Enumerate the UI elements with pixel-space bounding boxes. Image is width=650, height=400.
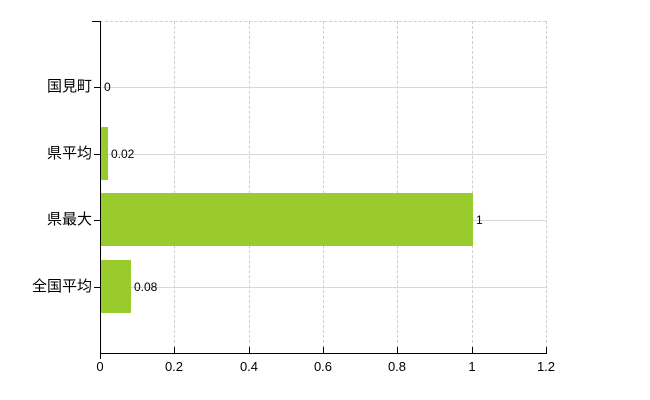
x-tick bbox=[472, 347, 473, 353]
value-label: 1 bbox=[476, 213, 483, 227]
x-tick bbox=[249, 347, 250, 353]
y-axis-end-tick bbox=[92, 21, 100, 22]
gridline-vertical bbox=[174, 21, 175, 353]
x-tick bbox=[100, 347, 101, 353]
gridline-vertical bbox=[249, 21, 250, 353]
category-tick bbox=[94, 287, 100, 288]
category-label: 県最大 bbox=[46, 211, 92, 228]
gridline-horizontal bbox=[100, 287, 546, 288]
gridline-vertical bbox=[323, 21, 324, 353]
x-tick-label: 1 bbox=[468, 359, 476, 374]
x-tick-label: 0.2 bbox=[164, 359, 184, 374]
x-tick-label: 0.8 bbox=[387, 359, 407, 374]
bar bbox=[101, 260, 131, 313]
category-tick bbox=[94, 87, 100, 88]
x-tick-label: 0 bbox=[96, 359, 104, 374]
value-label: 0.02 bbox=[111, 147, 135, 161]
bar bbox=[101, 193, 473, 246]
x-tick bbox=[323, 347, 324, 353]
x-tick-label: 1.2 bbox=[536, 359, 556, 374]
x-tick bbox=[546, 347, 547, 353]
gridline-vertical bbox=[546, 21, 547, 353]
category-label: 県平均 bbox=[46, 145, 92, 162]
gridline-horizontal bbox=[100, 87, 546, 88]
category-tick bbox=[94, 220, 100, 221]
category-label: 国見町 bbox=[46, 78, 92, 95]
x-tick-label: 0.4 bbox=[239, 359, 259, 374]
gridline-vertical bbox=[397, 21, 398, 353]
category-tick bbox=[94, 154, 100, 155]
value-label: 0 bbox=[104, 80, 111, 94]
x-tick bbox=[174, 347, 175, 353]
gridline-vertical bbox=[472, 21, 473, 353]
category-label: 全国平均 bbox=[31, 278, 92, 295]
gridline-horizontal bbox=[100, 154, 546, 155]
x-tick bbox=[397, 347, 398, 353]
value-label: 0.08 bbox=[134, 280, 158, 294]
y-axis bbox=[100, 21, 101, 359]
x-tick-label: 0.6 bbox=[313, 359, 333, 374]
x-axis bbox=[100, 353, 547, 354]
bar bbox=[101, 127, 108, 180]
